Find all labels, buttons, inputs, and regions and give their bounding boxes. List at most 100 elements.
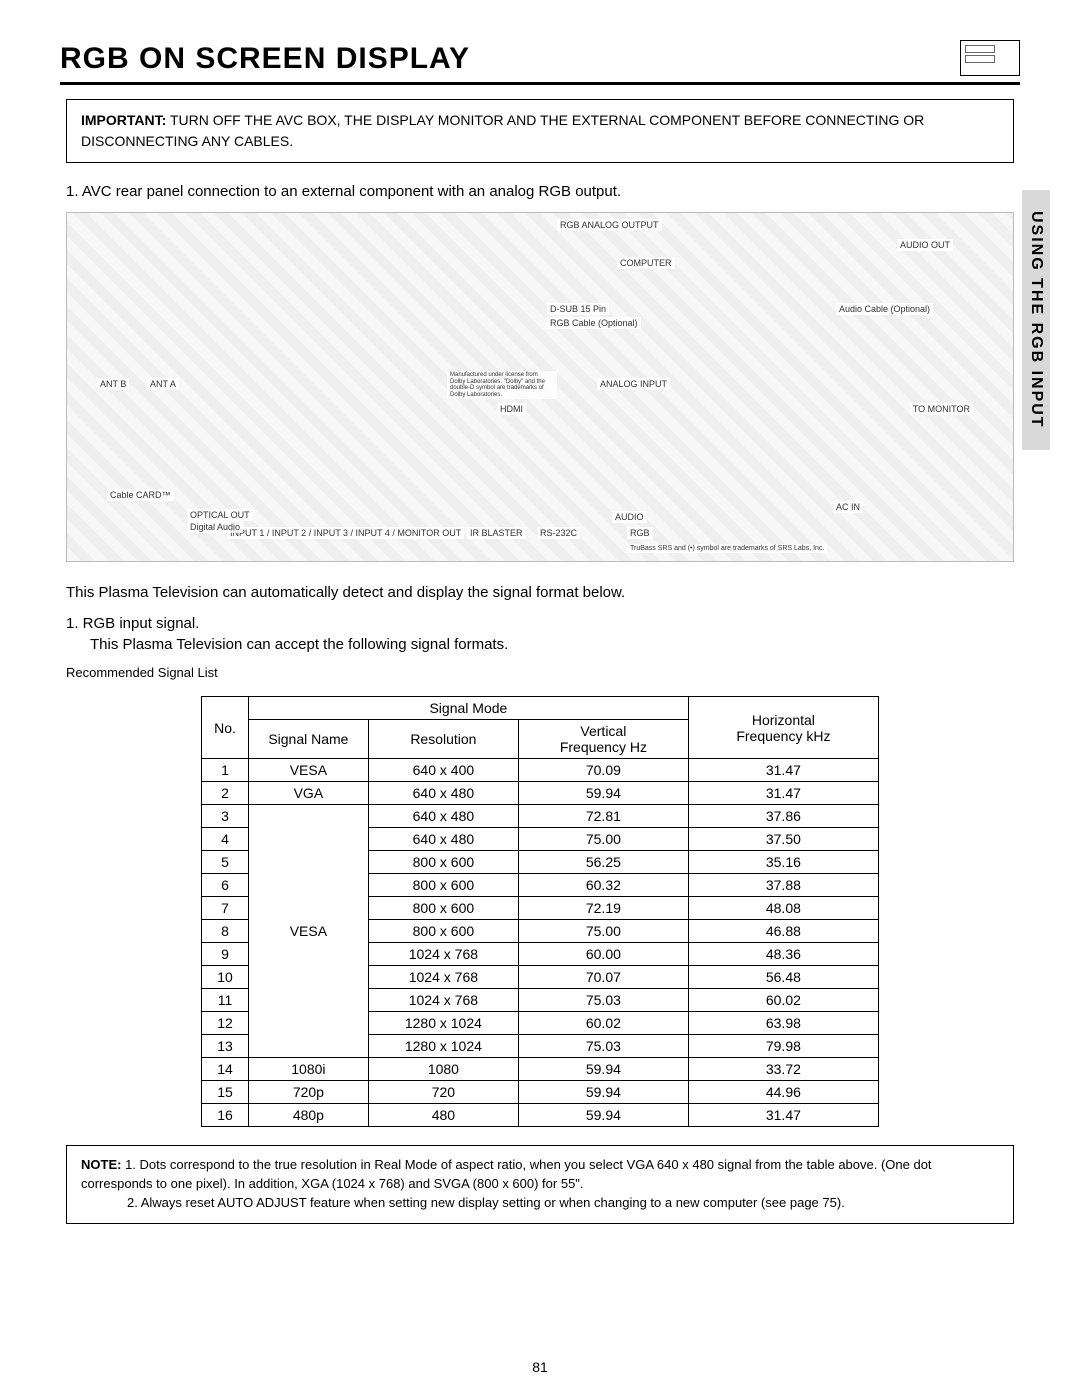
cell-resolution: 1080: [368, 1058, 518, 1081]
cell-resolution: 640 x 400: [368, 759, 518, 782]
note-callout: NOTE: 1. Dots correspond to the true res…: [66, 1145, 1014, 1224]
cell-resolution: 800 x 600: [368, 920, 518, 943]
col-vert-freq-top: Vertical: [580, 723, 626, 739]
col-vert-freq-bottom: Frequency Hz: [560, 739, 647, 755]
cell-no: 5: [202, 851, 249, 874]
note-label: NOTE:: [81, 1157, 121, 1172]
cell-no: 15: [202, 1081, 249, 1104]
cell-vert-freq: 72.81: [518, 805, 688, 828]
page-title: RGB ON SCREEN DISPLAY: [60, 42, 470, 76]
cell-no: 2: [202, 782, 249, 805]
important-callout: IMPORTANT: TURN OFF THE AVC BOX, THE DIS…: [66, 99, 1014, 163]
rgb-input-list-1b: This Plasma Television can accept the fo…: [90, 634, 1014, 655]
section-tab: USING THE RGB INPUT: [1022, 190, 1050, 450]
after-diagram-para: This Plasma Television can automatically…: [66, 582, 1014, 603]
diagram-label-trubass: TruBass SRS and (•) symbol are trademark…: [627, 544, 827, 553]
col-horiz-freq-top: Horizontal: [752, 712, 815, 728]
cell-vert-freq: 75.00: [518, 920, 688, 943]
cell-resolution: 480: [368, 1104, 518, 1127]
signal-table-wrap: No. Signal Mode Horizontal Frequency kHz…: [60, 696, 1020, 1127]
col-signal-name: Signal Name: [248, 720, 368, 759]
diagram-label-ant-b: ANT B: [97, 378, 129, 390]
diagram-label-rgb-cable: RGB Cable (Optional): [547, 317, 641, 329]
cell-horiz-freq: 33.72: [688, 1058, 878, 1081]
diagram-label-ir-blaster: IR BLASTER: [467, 527, 526, 539]
cell-signal-name: 720p: [248, 1081, 368, 1104]
diagram-label-digital-audio: Digital Audio: [187, 521, 243, 533]
diagram-label-optical-out: OPTICAL OUT: [187, 509, 253, 521]
cell-horiz-freq: 60.02: [688, 989, 878, 1012]
cell-resolution: 1280 x 1024: [368, 1012, 518, 1035]
cell-resolution: 640 x 480: [368, 782, 518, 805]
cell-vert-freq: 72.19: [518, 897, 688, 920]
rgb-input-list: 1. RGB input signal. This Plasma Televis…: [66, 613, 1014, 655]
cell-signal-name: 480p: [248, 1104, 368, 1127]
cell-signal-name: VESA: [248, 805, 368, 1058]
cell-vert-freq: 70.09: [518, 759, 688, 782]
cell-resolution: 1280 x 1024: [368, 1035, 518, 1058]
cell-no: 16: [202, 1104, 249, 1127]
cell-no: 12: [202, 1012, 249, 1035]
col-signal-mode: Signal Mode: [248, 697, 688, 720]
cell-no: 3: [202, 805, 249, 828]
cell-vert-freq: 60.00: [518, 943, 688, 966]
cell-no: 8: [202, 920, 249, 943]
col-resolution: Resolution: [368, 720, 518, 759]
cell-horiz-freq: 35.16: [688, 851, 878, 874]
cell-vert-freq: 59.94: [518, 1104, 688, 1127]
diagram-label-rgb-analog: RGB ANALOG OUTPUT: [557, 219, 662, 231]
signal-table: No. Signal Mode Horizontal Frequency kHz…: [201, 696, 879, 1127]
cell-no: 1: [202, 759, 249, 782]
diagram-label-hdmi: HDMI: [497, 403, 526, 415]
cell-signal-name: VGA: [248, 782, 368, 805]
col-horiz-freq: Horizontal Frequency kHz: [688, 697, 878, 759]
cell-no: 14: [202, 1058, 249, 1081]
cell-no: 13: [202, 1035, 249, 1058]
diagram-label-cablecard: Cable CARD™: [107, 489, 174, 501]
cell-vert-freq: 59.94: [518, 1081, 688, 1104]
rgb-input-list-1: 1. RGB input signal.: [66, 613, 1014, 634]
cell-vert-freq: 70.07: [518, 966, 688, 989]
diagram-label-audio-out: AUDIO OUT: [897, 239, 953, 251]
important-text: TURN OFF THE AVC BOX, THE DISPLAY MONITO…: [81, 112, 924, 149]
diagram-label-analog-input: ANALOG INPUT: [597, 378, 670, 390]
cell-vert-freq: 60.32: [518, 874, 688, 897]
cell-no: 10: [202, 966, 249, 989]
cell-horiz-freq: 37.86: [688, 805, 878, 828]
diagram-label-inputs: INPUT 1 / INPUT 2 / INPUT 3 / INPUT 4 / …: [227, 527, 464, 539]
cell-vert-freq: 75.00: [518, 828, 688, 851]
cell-no: 9: [202, 943, 249, 966]
table-caption: Recommended Signal List: [66, 665, 1014, 680]
diagram-label-audio: AUDIO: [612, 511, 647, 523]
cell-no: 7: [202, 897, 249, 920]
cell-no: 4: [202, 828, 249, 851]
table-row: 2VGA640 x 48059.9431.47: [202, 782, 879, 805]
cell-no: 11: [202, 989, 249, 1012]
cell-vert-freq: 75.03: [518, 989, 688, 1012]
diagram-label-audio-cable: Audio Cable (Optional): [836, 303, 933, 315]
cell-vert-freq: 59.94: [518, 782, 688, 805]
cell-resolution: 1024 x 768: [368, 943, 518, 966]
table-row: 15720p72059.9444.96: [202, 1081, 879, 1104]
cell-horiz-freq: 79.98: [688, 1035, 878, 1058]
cell-horiz-freq: 56.48: [688, 966, 878, 989]
important-label: IMPORTANT:: [81, 112, 166, 128]
cell-vert-freq: 56.25: [518, 851, 688, 874]
cell-resolution: 640 x 480: [368, 828, 518, 851]
col-no: No.: [202, 697, 249, 759]
page-number: 81: [0, 1359, 1080, 1375]
page-header: RGB ON SCREEN DISPLAY: [60, 40, 1020, 85]
cell-signal-name: 1080i: [248, 1058, 368, 1081]
cell-horiz-freq: 37.88: [688, 874, 878, 897]
note-item-2: 2. Always reset AUTO ADJUST feature when…: [127, 1194, 845, 1213]
cell-resolution: 1024 x 768: [368, 989, 518, 1012]
diagram-label-computer: COMPUTER: [617, 257, 675, 269]
intro-line-1: 1. AVC rear panel connection to an exter…: [66, 181, 1014, 202]
diagram-label-to-monitor: TO MONITOR: [910, 403, 973, 415]
device-icon: [960, 40, 1020, 76]
table-row: 16480p48059.9431.47: [202, 1104, 879, 1127]
diagram-label-ac-in: AC IN: [833, 501, 863, 513]
cell-horiz-freq: 37.50: [688, 828, 878, 851]
cell-no: 6: [202, 874, 249, 897]
cell-horiz-freq: 48.36: [688, 943, 878, 966]
